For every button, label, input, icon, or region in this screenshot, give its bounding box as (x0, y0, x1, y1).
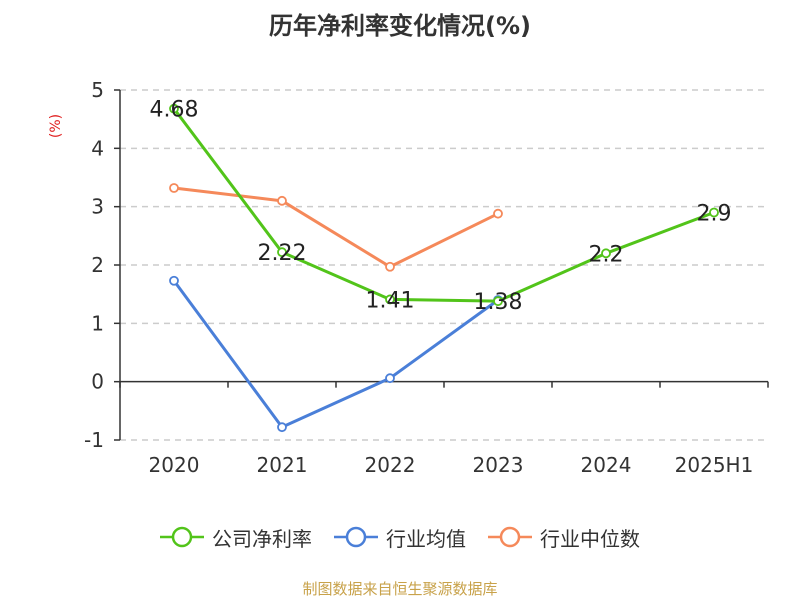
y-tick-label: 1 (91, 311, 104, 335)
legend-label: 行业中位数 (540, 526, 640, 551)
legend-label: 公司净利率 (212, 526, 312, 551)
legend-label: 行业均值 (386, 526, 466, 551)
legend-line-marker-icon (334, 526, 378, 548)
x-tick-label: 2020 (149, 453, 200, 477)
data-label: 2.9 (697, 202, 732, 227)
x-tick-label: 2023 (473, 453, 524, 477)
data-point (385, 261, 395, 272)
data-source-note: 制图数据来自恒生聚源数据库 (302, 580, 498, 598)
data-point (277, 195, 287, 206)
legend-item-industry-median[interactable]: 行业中位数 (488, 523, 640, 552)
y-tick-label: 4 (91, 136, 104, 160)
data-label: 2.22 (258, 241, 307, 266)
data-label: 1.41 (366, 288, 415, 313)
data-label: 1.38 (474, 290, 523, 315)
data-point (277, 247, 287, 258)
line-chart: 5 4 3 2 1 0 -1 2020 2021 2022 2023 2024 2025H1 (%) 4.6… (48, 78, 769, 477)
legend-item-company[interactable]: 公司净利率 (160, 523, 312, 552)
y-tick-label: 3 (91, 195, 104, 219)
y-tick-label: 0 (91, 370, 104, 394)
data-point (709, 207, 719, 218)
data-point (385, 373, 395, 384)
legend-line-marker-icon (160, 526, 204, 548)
data-point (601, 248, 611, 259)
x-tick-label: 2022 (365, 453, 416, 477)
chart-legend: 公司净利率 行业均值 行业中位数 (0, 520, 800, 554)
chart-title: 历年净利率变化情况(%) (269, 12, 531, 40)
data-point (493, 296, 503, 307)
data-point (277, 422, 287, 433)
series-line (172, 107, 715, 303)
data-label: 2.2 (589, 242, 624, 267)
x-tick-label: 2021 (257, 453, 308, 477)
y-tick-label: 2 (91, 253, 104, 277)
y-tick-label: -1 (84, 428, 104, 452)
data-point (169, 103, 179, 114)
series-line (173, 186, 499, 269)
y-axis-label: (%) (48, 114, 64, 138)
series-line (172, 279, 499, 429)
x-tick-label: 2024 (581, 453, 632, 477)
data-point (385, 294, 395, 305)
legend-line-marker-icon (488, 526, 532, 548)
data-point (169, 275, 179, 286)
data-point (169, 183, 179, 193)
y-tick-label: 5 (91, 78, 104, 102)
x-tick-label: 2025H1 (675, 453, 754, 477)
legend-item-industry-mean[interactable]: 行业均值 (334, 523, 466, 552)
data-label: 4.68 (150, 98, 199, 123)
data-point (493, 208, 503, 219)
